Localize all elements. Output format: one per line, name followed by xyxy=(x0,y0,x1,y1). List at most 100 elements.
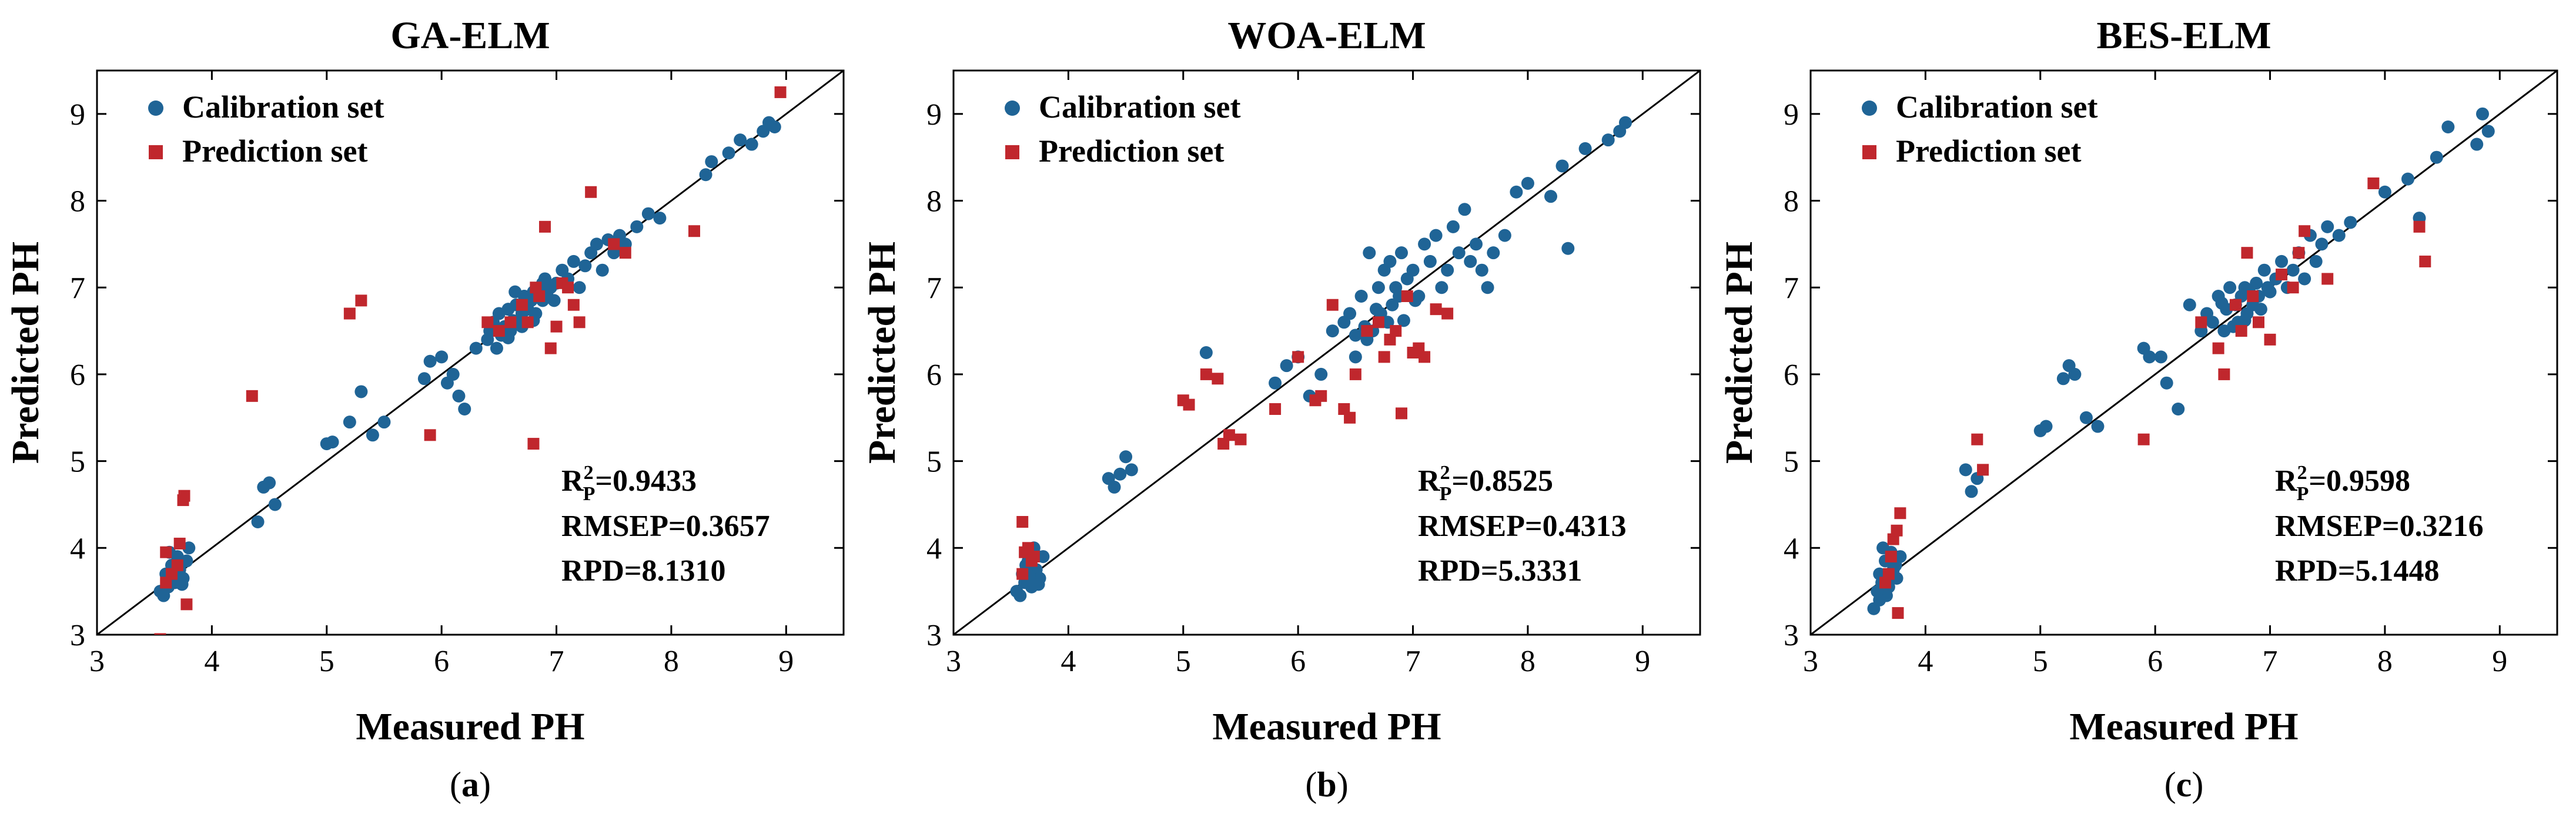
prediction-point xyxy=(1372,316,1384,329)
calibration-point xyxy=(2206,316,2219,329)
y-tick-label: 5 xyxy=(926,445,942,479)
y-tick-label: 9 xyxy=(1784,98,1799,132)
prediction-point xyxy=(1235,433,1247,445)
legend-prediction-marker xyxy=(1005,145,1019,159)
calibration-point xyxy=(2250,276,2263,290)
calibration-point xyxy=(1619,116,1632,129)
legend-prediction-label: Prediction set xyxy=(1039,133,1224,169)
prediction-point xyxy=(1183,398,1195,411)
prediction-point xyxy=(1396,407,1407,420)
prediction-point xyxy=(2235,325,2247,337)
calibration-point xyxy=(1370,303,1383,316)
calibration-point xyxy=(2378,185,2391,199)
calibration-point xyxy=(2309,254,2323,268)
calibration-point xyxy=(2215,296,2229,310)
calibration-point xyxy=(175,578,189,591)
calibration-point xyxy=(1452,246,1466,260)
prediction-point xyxy=(1977,464,1989,476)
calibration-point xyxy=(1544,190,1557,203)
prediction-point xyxy=(1223,429,1235,441)
calibration-point xyxy=(1013,589,1027,602)
calibration-point xyxy=(2332,229,2346,242)
calibration-point xyxy=(2183,298,2196,311)
legend-calibration-marker xyxy=(1005,100,1020,116)
prediction-point xyxy=(1349,368,1361,380)
prediction-point xyxy=(2287,282,2299,294)
legend-calibration-label: Calibration set xyxy=(1039,89,1241,125)
prediction-point xyxy=(1344,411,1356,424)
calibration-point xyxy=(1108,480,1121,494)
y-tick-label: 7 xyxy=(926,272,942,305)
prediction-point xyxy=(355,294,367,307)
calibration-point xyxy=(1429,229,1443,242)
calibration-point xyxy=(1561,242,1575,255)
calibration-point xyxy=(2257,263,2271,277)
calibration-point xyxy=(578,259,592,273)
calibration-point xyxy=(268,498,282,511)
calibration-point xyxy=(1458,203,1471,216)
x-tick-label: 4 xyxy=(1060,645,1076,678)
prediction-point xyxy=(2419,255,2431,267)
prediction-point xyxy=(1200,368,1212,380)
calibration-point xyxy=(2254,303,2267,316)
calibration-point xyxy=(1446,220,1460,233)
prediction-point xyxy=(2195,316,2207,329)
stat-r2: R2 P=0.8525 xyxy=(1418,462,1553,505)
x-tick-label: 3 xyxy=(89,645,105,678)
y-tick-label: 6 xyxy=(70,358,85,392)
calibration-point xyxy=(366,428,379,442)
calibration-point xyxy=(2079,411,2093,424)
stat-rpd: RPD=5.3331 xyxy=(1418,554,1583,588)
x-tick-label: 5 xyxy=(2033,645,2048,678)
calibration-point xyxy=(2298,272,2311,286)
calibration-point xyxy=(1423,254,1437,268)
prediction-point xyxy=(527,438,540,450)
prediction-point xyxy=(2218,368,2230,380)
reference-line xyxy=(1811,71,2557,635)
calibration-point xyxy=(1113,467,1127,481)
calibration-point xyxy=(458,403,471,415)
y-tick-label: 9 xyxy=(926,98,942,132)
x-tick-label: 9 xyxy=(778,645,794,678)
x-tick-label: 8 xyxy=(1520,645,1535,678)
stat-rmsep: RMSEP=0.3657 xyxy=(561,510,770,543)
x-tick-label: 9 xyxy=(2492,645,2507,678)
calibration-point xyxy=(1464,254,1477,268)
prediction-point xyxy=(2293,247,2305,259)
y-tick-label: 7 xyxy=(1784,272,1799,305)
legend-calibration-marker xyxy=(1862,100,1877,116)
prediction-point xyxy=(2321,273,2334,285)
y-tick-label: 4 xyxy=(926,532,942,565)
prediction-point xyxy=(504,316,517,329)
plot-frame xyxy=(952,69,1701,636)
legend-prediction-marker xyxy=(1862,145,1876,159)
calibration-point xyxy=(1349,329,1362,342)
y-axis-label: Predicted PH xyxy=(1718,242,1761,464)
legend-calibration-marker xyxy=(148,100,163,116)
calibration-point xyxy=(1418,237,1431,251)
calibration-point xyxy=(653,212,667,225)
legend: Calibration set Prediction set xyxy=(1862,89,2098,169)
calibration-point xyxy=(501,331,515,344)
stat-rpd: RPD=5.1448 xyxy=(2275,554,2440,588)
calibration-point xyxy=(1371,281,1385,294)
legend-prediction-label: Prediction set xyxy=(182,133,367,169)
x-tick-label: 4 xyxy=(204,645,219,678)
calibration-point xyxy=(1435,281,1448,294)
calibration-point xyxy=(1354,290,1368,303)
prediction-point xyxy=(1292,351,1304,363)
calibration-point xyxy=(1125,463,1138,477)
prediction-point xyxy=(2276,269,2288,281)
y-tick-label: 4 xyxy=(70,532,85,565)
prediction-point xyxy=(774,86,787,98)
y-tick-label: 7 xyxy=(70,272,85,305)
prediction-point xyxy=(160,577,172,589)
prediction-point xyxy=(562,282,574,294)
calibration-point xyxy=(1965,485,1978,498)
y-tick-label: 4 xyxy=(1784,532,1799,565)
prediction-point xyxy=(2229,299,2242,311)
calibration-point xyxy=(630,220,644,233)
prediction-point xyxy=(1892,607,1904,619)
series-prediction xyxy=(154,86,787,635)
stats-annotation: R2 P=0.9433 RMSEP=0.3657 RPD=8.1310 xyxy=(561,462,770,588)
